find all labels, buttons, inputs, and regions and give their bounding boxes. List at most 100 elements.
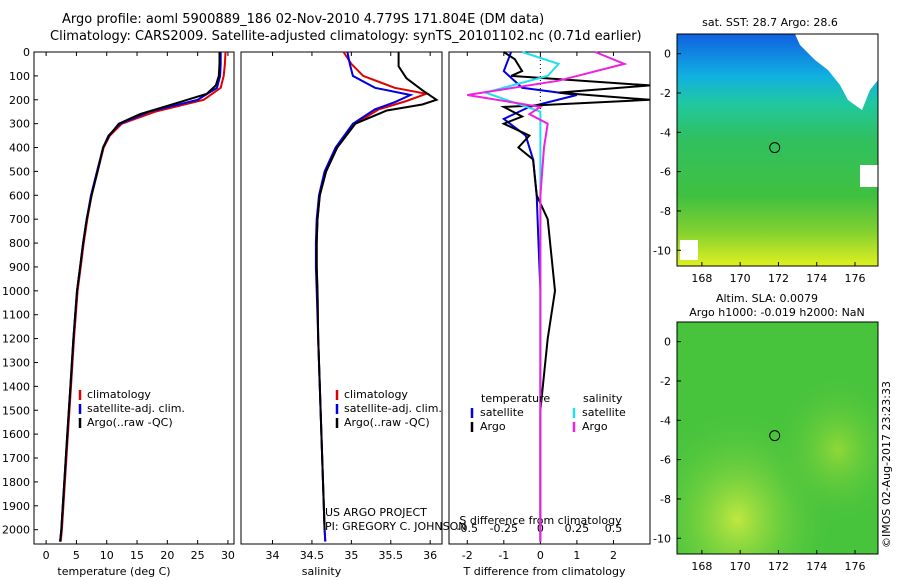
map1axes-xtick-label: 168 [691,272,712,285]
map1axes-ytick-label: 0 [664,48,671,61]
temperature-profile-ytick-label: 100 [9,70,30,83]
difference-legend: temperature salinitysatelliteArgosatellit… [470,392,626,433]
temperature-profile-ytick-label: 0 [23,46,30,59]
salinity-diff-tick-label: 0.25 [565,522,590,535]
sst-map-frame [676,33,879,267]
salinity-profile-panel: 34 34.5 35 35.5 36 salinity [240,51,443,578]
temperature-profile-series-argo-raw-qc- [59,52,221,542]
sla-map-title-line2: Argo h1000: -0.019 h2000: NaN [689,306,865,319]
temperature-profile-ytick-label: 700 [9,213,30,226]
temperature-profile-ytick-label: 900 [9,261,30,274]
credits-line1: US ARGO PROJECT [325,506,427,519]
temperature-profile-ytick-label: 1500 [2,404,30,417]
temperature-profile-ytick-label: 1100 [2,309,30,322]
temperature-legend-label: satellite-adj. clim. [87,402,185,415]
salinity-profile-xtick-label: 36 [423,549,437,562]
map1axes-ytick-label: -6 [660,166,671,179]
sst-map-title: sat. SST: 28.7 Argo: 28.6 [702,16,838,29]
temperature-profile-ytick-label: 1800 [2,476,30,489]
salinity-profile-xtick-label: 35.5 [379,549,404,562]
difference-profile-series-t-argo [500,51,651,542]
temperature-profile-ytick-label: 1300 [2,356,30,369]
map2axes-ytick-label: -10 [653,532,671,545]
sla-map-frame [676,321,879,555]
difference-legend-salinity-label: satellite [582,406,626,419]
difference-profile-xtick-label: 1 [573,549,580,562]
map1axes-ytick-label: -4 [660,126,671,139]
salinity-diff-tick-label: 0.5 [605,522,623,535]
salinity-profile-xtick-label: 34.5 [300,549,325,562]
salinity-diff-tick-label: -0.25 [490,522,518,535]
sst-map-land-mask-3 [680,240,698,260]
temperature-profile-ytick-label: 1200 [2,333,30,346]
temperature-profile-ytick-label: 1000 [2,285,30,298]
temperature-profile-ytick-label: 300 [9,118,30,131]
map1axes-xtick-label: 174 [806,272,827,285]
temperature-profile-frame [33,51,235,545]
difference-legend-temperature-header: temperature [481,392,550,405]
figure-title-line1: Argo profile: aoml 5900889_186 02-Nov-20… [62,12,545,27]
difference-legend-salinity-header: salinity [583,392,623,405]
temperature-profile-ytick-label: 800 [9,237,30,250]
sst-map-land-mask-2 [860,165,878,187]
temperature-profile-ytick-label: 200 [9,94,30,107]
temperature-profile-xtick-label: 25 [191,549,205,562]
temperature-profile-ytick-label: 500 [9,165,30,178]
temperature-profile-ytick-label: 1400 [2,380,30,393]
temperature-profile-ytick-label: 1700 [2,452,30,465]
salinity-profile-xtick-label: 34 [266,549,280,562]
map2axes-xtick-label: 172 [768,560,789,573]
temperature-profile-xtick-label: 10 [100,549,114,562]
map1axes-argo-location-marker [769,142,781,154]
sst-map: 168 170 172 174 176 0 -2 -4 -6 -8 -10 sat. SST: 28… [653,16,879,285]
difference-profile-series-s-argo [467,51,628,542]
map1axes-ytick-label: -10 [653,244,671,257]
salinity-legend-label: Argo(..raw -QC) [344,416,430,429]
salinity-legend-label: satellite-adj. clim. [344,402,442,415]
temperature-profile-ytick-label: 2000 [2,524,30,537]
temperature-profile-xtick-label: 20 [160,549,174,562]
salinity-legend-label: climatology [344,388,408,401]
map1axes-ytick-label: -8 [660,205,671,218]
credits-line2: PI: GREGORY C. JOHNSON [325,520,466,533]
map2axes-ytick-label: -4 [660,414,671,427]
temperature-profile-ytick-label: 400 [9,142,30,155]
difference-legend-salinity-label: Argo [582,420,608,433]
salinity-profile-series-argo-raw-qc- [315,52,439,530]
map2axes-ytick-label: -6 [660,454,671,467]
difference-profile-xtick-label: 2 [610,549,617,562]
salinity-profile-xtick-label: 35 [344,549,358,562]
difference-profile-xtick-label: 0 [537,549,544,562]
figure-title-line2: Climatology: CARS2009. Satellite-adjuste… [50,29,642,44]
temperature-profile-xtick-label: 30 [221,549,235,562]
temperature-profile-xtick-label: 5 [73,549,80,562]
difference-profile-xtick-label: -1 [498,549,509,562]
temperature-profile-xtick-label: 15 [130,549,144,562]
salinity-profile-frame [240,51,443,545]
temperature-profile-series-satellite-adj-clim- [59,52,222,542]
temperature-profile-xtick-label: 0 [43,549,50,562]
salinity-profile-series-satellite-adj-clim- [314,51,414,542]
temperature-profile-xlabel: temperature (deg C) [57,565,170,578]
difference-profile-xtick-label: -2 [462,549,473,562]
map2axes-argo-location-marker [769,430,781,442]
difference-profile-panel: -2 -1 0 1 2 T difference from climatology -0.5… [448,51,651,578]
sst-map-land-mask [795,34,878,110]
temperature-profile-panel: 0 5 10 15 20 25 30 temperature (deg C) 0 100 200 30… [2,46,235,578]
imos-stamp: ©IMOS 02-Aug-2017 23:23:33 [880,381,893,548]
sla-map: 168 170 172 174 176 0 -2 -4 -6 -8 -10 Altim. SLA: … [653,292,879,573]
map1axes-xtick-label: 170 [730,272,751,285]
map1axes-xtick-label: 176 [845,272,866,285]
temperature-profile-ytick-label: 1600 [2,428,30,441]
salinity-profile-xlabel: salinity [302,565,342,578]
sla-map-title-line1: Altim. SLA: 0.0079 [716,292,818,305]
sla-map-axes: 168 170 172 174 176 0 -2 -4 -6 -8 -10 [653,336,865,573]
map1axes-xtick-label: 172 [768,272,789,285]
map2axes-xtick-label: 168 [691,560,712,573]
temperature-legend-label: Argo(..raw -QC) [87,416,173,429]
map2axes-ytick-label: 0 [664,336,671,349]
